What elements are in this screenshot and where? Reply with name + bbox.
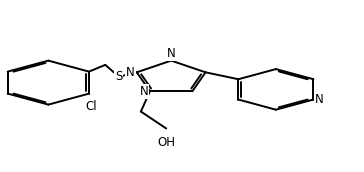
Text: OH: OH [157,136,175,149]
Text: Cl: Cl [85,100,96,113]
Text: N: N [315,93,324,106]
Text: N: N [139,85,148,98]
Text: N: N [167,47,175,60]
Text: N: N [126,66,135,79]
Text: S: S [115,70,122,83]
